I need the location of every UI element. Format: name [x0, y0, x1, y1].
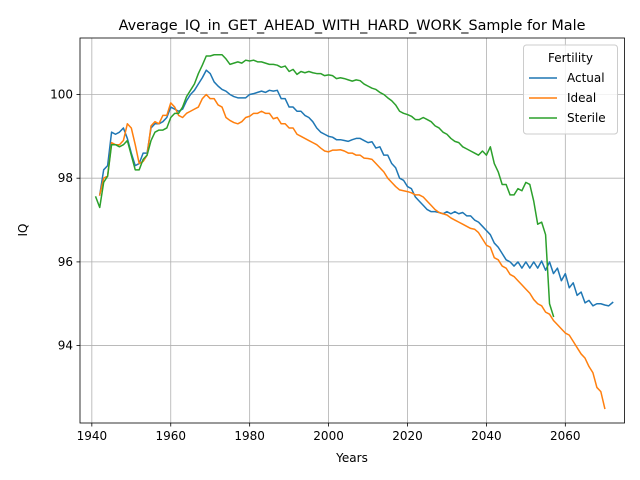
- x-tick-label: 2040: [471, 429, 502, 443]
- legend-label-sterile: Sterile: [567, 111, 606, 125]
- x-tick-label: 1940: [77, 429, 108, 443]
- series-layer: [94, 53, 614, 410]
- y-tick-label: 98: [58, 171, 73, 185]
- legend-label-ideal: Ideal: [567, 91, 596, 105]
- legend-label-actual: Actual: [567, 71, 605, 85]
- series-line-actual: [98, 69, 614, 307]
- y-tick-label: 94: [58, 339, 73, 353]
- series-line-sterile: [94, 53, 555, 318]
- x-tick-label: 2000: [313, 429, 344, 443]
- legend-title: Fertility: [548, 51, 593, 65]
- y-axis-label: IQ: [16, 224, 30, 237]
- y-tick-label: 100: [50, 87, 73, 101]
- x-tick-label: 1980: [234, 429, 265, 443]
- legend: Fertility Actual Ideal Sterile: [523, 44, 618, 135]
- x-tick-label: 2020: [392, 429, 423, 443]
- plot-frame: [79, 37, 625, 424]
- y-tick-label: 96: [58, 255, 73, 269]
- legend-box: [523, 44, 618, 135]
- x-axis-label: Years: [335, 451, 368, 465]
- series-line-ideal: [98, 93, 606, 410]
- x-tick-label: 2060: [550, 429, 581, 443]
- legend-entries: Actual Ideal Sterile: [529, 71, 606, 125]
- tick-layer: 1940 1960 1980 2000 2020 2040 2060 94 96 98 100: [50, 87, 580, 443]
- chart-title: Average_IQ_in_GET_AHEAD_WITH_HARD_WORK_S…: [119, 18, 586, 34]
- x-tick-label: 1960: [155, 429, 186, 443]
